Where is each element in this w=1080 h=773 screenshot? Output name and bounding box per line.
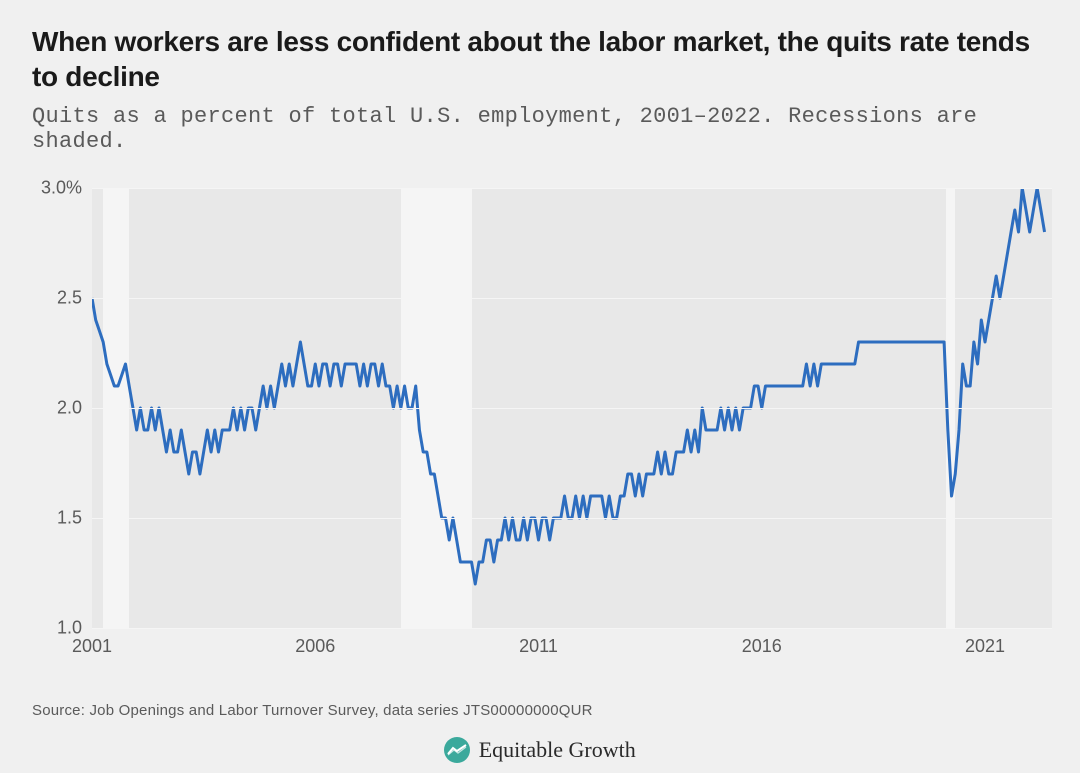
y-axis-label: 3.0%	[41, 178, 82, 199]
chart-area: 1.01.52.02.53.0%20012006201120162021	[32, 178, 1052, 678]
y-gridline	[92, 188, 1052, 189]
chart-title: When workers are less confident about th…	[32, 24, 1048, 94]
logo-icon	[444, 737, 470, 763]
x-axis-label: 2001	[72, 636, 112, 657]
y-axis-label: 2.0	[57, 398, 82, 419]
x-axis-label: 2011	[519, 636, 558, 657]
chart-subtitle: Quits as a percent of total U.S. employm…	[32, 104, 1048, 154]
chart-source: Source: Job Openings and Labor Turnover …	[32, 702, 1048, 719]
y-gridline	[92, 298, 1052, 299]
y-gridline	[92, 408, 1052, 409]
brand-logo: Equitable Growth	[32, 737, 1048, 763]
x-axis-label: 2016	[742, 636, 782, 657]
y-axis-label: 1.5	[57, 508, 82, 529]
y-gridline	[92, 628, 1052, 629]
y-axis-label: 2.5	[57, 288, 82, 309]
y-gridline	[92, 518, 1052, 519]
logo-text: Equitable Growth	[479, 737, 636, 762]
x-axis-label: 2021	[965, 636, 1005, 657]
x-axis-label: 2006	[295, 636, 335, 657]
